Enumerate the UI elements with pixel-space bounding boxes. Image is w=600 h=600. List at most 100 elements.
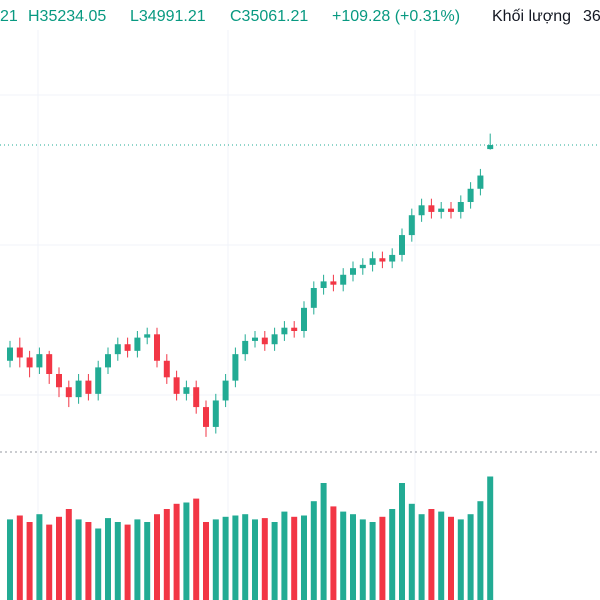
volume-bar — [350, 514, 356, 600]
candle-body — [203, 407, 209, 427]
candle-body — [350, 268, 356, 275]
volume-bar — [487, 476, 494, 600]
volume-bar — [26, 522, 33, 600]
candle-body — [105, 354, 111, 368]
volume-bar — [428, 509, 435, 600]
volume-bar — [222, 516, 229, 600]
candle-body — [65, 387, 72, 398]
candle-body — [301, 307, 307, 331]
volume-bar — [134, 519, 141, 600]
candle-body — [26, 357, 33, 368]
volume-bar — [75, 519, 82, 600]
volume-bar — [36, 514, 43, 600]
candle-body — [477, 175, 484, 189]
volume-bar — [369, 522, 376, 600]
candle-body — [379, 258, 386, 262]
volume-bar — [448, 516, 454, 600]
candle-body — [271, 334, 278, 345]
volume-bar — [330, 506, 337, 600]
volume-bar — [291, 516, 298, 600]
candle-body — [134, 337, 141, 351]
candle-body — [114, 344, 121, 355]
candle-body — [75, 380, 82, 398]
volume-bar — [85, 522, 92, 600]
open-tail: 21 — [0, 8, 18, 25]
candle-body — [467, 188, 474, 202]
candle-body — [310, 288, 317, 308]
candle-body — [212, 400, 219, 427]
close: C35061.21 — [230, 8, 308, 25]
volume-bar — [399, 483, 405, 600]
volume-bar — [16, 515, 23, 600]
volume-bar — [183, 502, 190, 600]
candle-body — [232, 354, 239, 381]
candle-body — [457, 202, 464, 212]
candle-body — [56, 374, 62, 388]
volume-bar — [379, 516, 386, 600]
candle-body — [252, 337, 258, 341]
candle-body — [448, 208, 454, 212]
volume-bar — [438, 511, 445, 600]
candle-body — [487, 145, 494, 150]
candle-body — [359, 264, 366, 269]
candle-body — [193, 387, 200, 408]
candle-body — [242, 340, 249, 355]
candle-body — [438, 208, 445, 212]
candle-body — [46, 354, 53, 374]
candle-body — [261, 337, 268, 345]
candle-body — [85, 380, 92, 394]
candle-body — [154, 334, 160, 361]
candle-body — [340, 274, 347, 285]
change: +109.28 (+0.31%) — [332, 8, 460, 25]
volume-bar — [340, 511, 347, 600]
candle-body — [408, 215, 415, 236]
volume-bar — [242, 514, 249, 600]
volume-bar — [193, 498, 200, 600]
volume-bar — [203, 522, 209, 600]
volume-bar — [56, 516, 62, 600]
volume-label: Khối lượng — [492, 8, 571, 25]
candle-body — [418, 205, 425, 216]
volume-bar — [389, 509, 396, 600]
volume-bar — [271, 522, 278, 600]
volume-bar — [154, 514, 160, 600]
volume-bar — [310, 501, 317, 600]
volume-bar — [320, 483, 327, 600]
candle-body — [173, 377, 180, 394]
candle-body — [428, 205, 435, 212]
candle-body — [124, 344, 131, 351]
volume-bar — [144, 522, 151, 600]
candle-body — [16, 347, 23, 358]
volume-bar — [95, 528, 102, 600]
candle-body — [222, 380, 229, 401]
layout-grid — [0, 30, 600, 600]
volume-bar — [252, 519, 258, 600]
volume-bar — [467, 514, 474, 600]
low: L34991.21 — [130, 8, 206, 25]
high: H35234.05 — [28, 8, 106, 25]
volume-bar — [457, 519, 464, 600]
candle-body — [183, 387, 190, 394]
volume-bar — [173, 503, 180, 600]
volume-bar — [65, 509, 72, 600]
candle-body — [389, 254, 396, 262]
volume-bar — [261, 518, 268, 600]
volume-bar — [124, 524, 131, 600]
candle-body — [281, 327, 288, 335]
volume-bar — [7, 519, 13, 600]
volume-bar — [105, 518, 111, 600]
volume-tail: 36 — [583, 8, 600, 25]
candle-body — [163, 360, 170, 378]
volume-bar — [212, 519, 219, 600]
candle-body — [399, 235, 405, 255]
volume-bar — [163, 509, 170, 600]
volume-bar — [301, 515, 307, 600]
volume-bar — [281, 511, 288, 600]
volume-bar — [232, 515, 239, 600]
candle-body — [330, 281, 337, 285]
candle-body — [369, 258, 376, 265]
candle-body — [291, 327, 298, 331]
volume-bar — [114, 522, 121, 600]
candle-body — [36, 354, 43, 368]
